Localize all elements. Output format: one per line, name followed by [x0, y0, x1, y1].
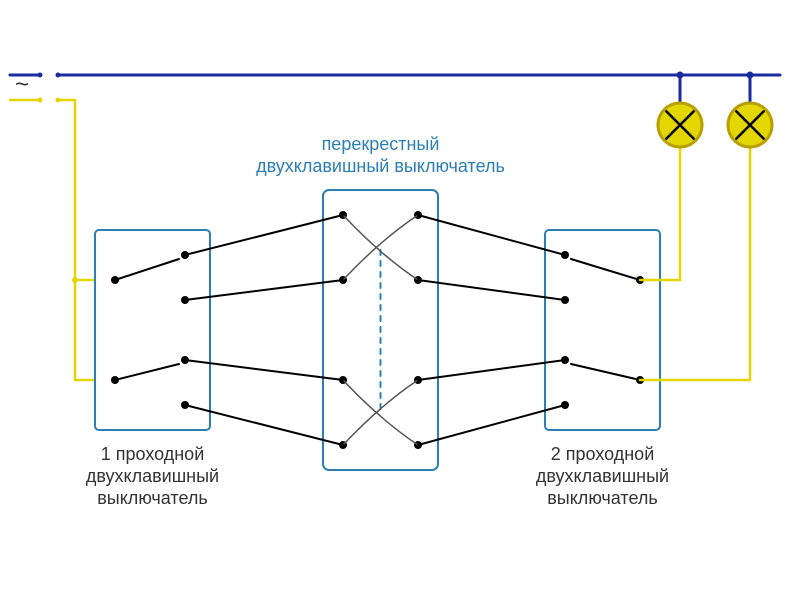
right-switch-box	[545, 230, 660, 430]
right-label-1: 2 проходной	[551, 444, 655, 464]
right-label-2: двухклавишный	[536, 466, 669, 486]
middle-label-1: перекрестный	[322, 134, 440, 154]
middle-label-2: двухклавишный выключатель	[256, 156, 505, 176]
ac-source-symbol: ~	[15, 71, 29, 98]
left-switch-box	[95, 230, 210, 430]
wiring-diagram: ~перекрестныйдвухклавишный выключатель1 …	[0, 0, 800, 601]
left-label-2: двухклавишный	[86, 466, 219, 486]
right-label-3: выключатель	[547, 488, 658, 508]
left-label-3: выключатель	[97, 488, 208, 508]
left-label-1: 1 проходной	[101, 444, 205, 464]
